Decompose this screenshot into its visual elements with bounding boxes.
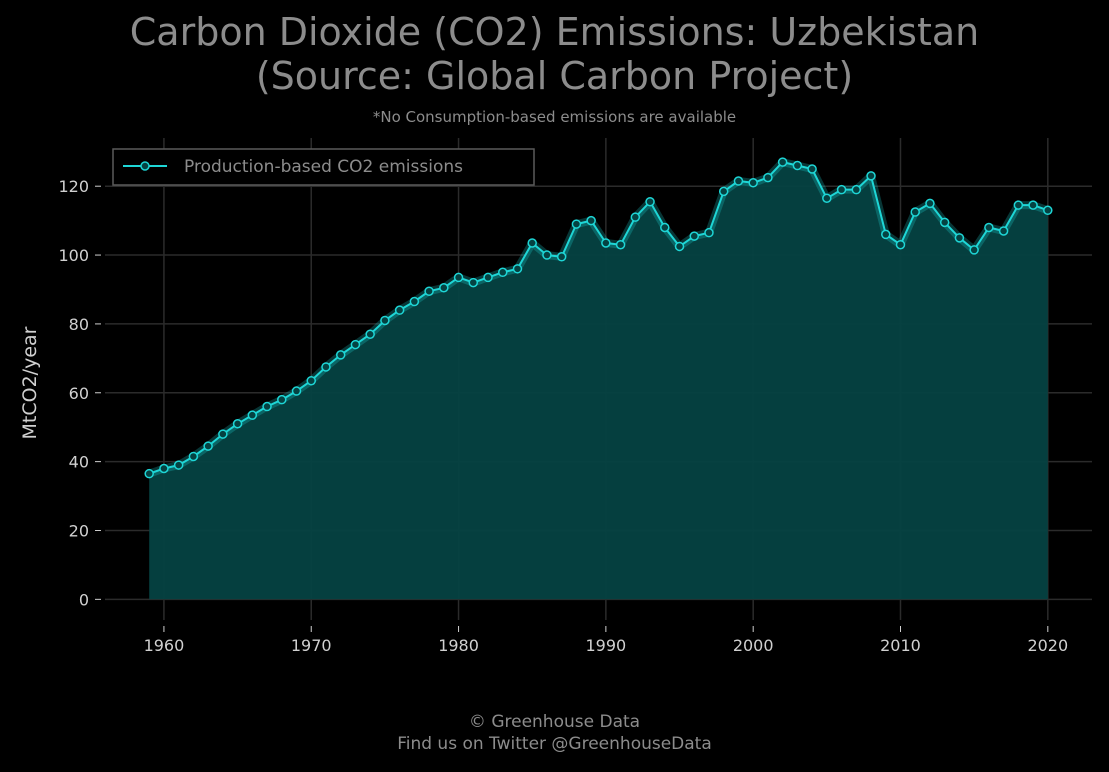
y-axis: 0 20 40 60 80 100 120 bbox=[58, 177, 101, 609]
legend: Production-based CO2 emissions bbox=[112, 148, 535, 186]
data-point bbox=[512, 264, 523, 274]
data-point bbox=[424, 286, 434, 296]
data-point bbox=[984, 222, 994, 233]
x-tick-label: 1990 bbox=[586, 636, 627, 655]
data-point bbox=[247, 410, 258, 420]
x-tick-label: 2020 bbox=[1027, 636, 1068, 655]
data-point bbox=[306, 375, 316, 386]
data-point bbox=[866, 171, 876, 181]
data-point bbox=[910, 207, 920, 217]
y-tick-label: 80 bbox=[69, 315, 89, 334]
chart-title-line-2: (Source: Global Carbon Project) bbox=[255, 54, 854, 98]
data-point bbox=[792, 160, 803, 171]
data-point bbox=[556, 252, 567, 262]
y-tick-label: 100 bbox=[58, 246, 89, 265]
data-point bbox=[1013, 200, 1024, 210]
x-tick-label: 1970 bbox=[291, 636, 332, 655]
x-tick-label: 2010 bbox=[880, 636, 921, 655]
data-point bbox=[925, 198, 935, 209]
y-tick-label: 0 bbox=[79, 590, 89, 609]
chart-title-line-1: Carbon Dioxide (CO2) Emissions: Uzbekist… bbox=[129, 10, 980, 54]
data-point bbox=[822, 193, 832, 203]
x-tick-label: 2000 bbox=[733, 636, 774, 655]
data-point bbox=[409, 296, 420, 307]
legend-marker-swatch bbox=[140, 161, 150, 171]
data-point bbox=[689, 231, 700, 241]
data-point bbox=[718, 186, 729, 197]
data-point bbox=[188, 451, 199, 462]
data-point bbox=[394, 305, 405, 315]
data-point bbox=[380, 315, 390, 326]
data-point bbox=[483, 272, 493, 283]
data-point bbox=[291, 386, 302, 396]
data-point bbox=[954, 233, 965, 243]
data-point bbox=[350, 339, 361, 350]
y-tick-label: 120 bbox=[58, 177, 89, 196]
data-point bbox=[777, 157, 788, 167]
data-point bbox=[748, 178, 758, 188]
data-point bbox=[439, 283, 449, 293]
data-point bbox=[497, 267, 508, 278]
footer-twitter: Find us on Twitter @GreenhouseData bbox=[397, 734, 712, 754]
legend-label: Production-based CO2 emissions bbox=[184, 157, 463, 177]
x-tick-label: 1980 bbox=[438, 636, 479, 655]
data-point bbox=[969, 245, 979, 255]
data-point bbox=[763, 172, 773, 183]
data-point bbox=[998, 226, 1009, 236]
data-point bbox=[277, 394, 287, 405]
data-point bbox=[645, 196, 655, 207]
area-fill-layer bbox=[149, 162, 1048, 600]
data-point bbox=[365, 329, 375, 339]
y-tick-label: 60 bbox=[69, 384, 89, 403]
data-point bbox=[468, 277, 479, 288]
data-point bbox=[630, 212, 641, 222]
x-tick-label: 1960 bbox=[144, 636, 185, 655]
data-point bbox=[851, 184, 862, 195]
footer-copyright: © Greenhouse Data bbox=[468, 712, 641, 732]
data-point bbox=[895, 239, 906, 250]
data-point bbox=[1043, 205, 1053, 216]
data-point bbox=[674, 241, 685, 252]
data-point bbox=[807, 164, 817, 174]
data-point bbox=[939, 217, 950, 228]
y-tick-label: 40 bbox=[69, 453, 89, 472]
x-axis: 1960 1970 1980 1990 2000 2010 2020 bbox=[144, 626, 1068, 655]
data-point bbox=[159, 463, 169, 474]
data-point bbox=[527, 238, 537, 248]
data-point bbox=[881, 229, 891, 240]
data-point bbox=[836, 184, 847, 195]
legend-box bbox=[112, 148, 535, 186]
data-point bbox=[733, 176, 744, 186]
data-point bbox=[660, 222, 670, 233]
series-area bbox=[149, 162, 1048, 600]
y-axis-label: MtCO2/year bbox=[19, 326, 41, 439]
data-point bbox=[542, 250, 552, 260]
y-tick-label: 20 bbox=[69, 521, 89, 540]
data-point bbox=[232, 419, 243, 429]
data-point bbox=[335, 350, 346, 360]
data-points-layer bbox=[144, 157, 1053, 479]
data-point bbox=[1028, 200, 1038, 210]
data-point bbox=[203, 441, 213, 451]
data-point bbox=[615, 239, 626, 250]
data-point bbox=[586, 215, 596, 226]
data-point bbox=[571, 219, 582, 229]
data-point bbox=[218, 429, 228, 439]
chart-subtitle: *No Consumption-based emissions are avai… bbox=[372, 108, 737, 126]
data-point bbox=[453, 272, 464, 283]
data-point bbox=[144, 468, 154, 479]
data-point bbox=[173, 460, 184, 470]
data-point bbox=[262, 401, 272, 412]
data-point bbox=[704, 227, 714, 238]
data-point bbox=[321, 362, 331, 372]
data-point bbox=[601, 238, 611, 248]
